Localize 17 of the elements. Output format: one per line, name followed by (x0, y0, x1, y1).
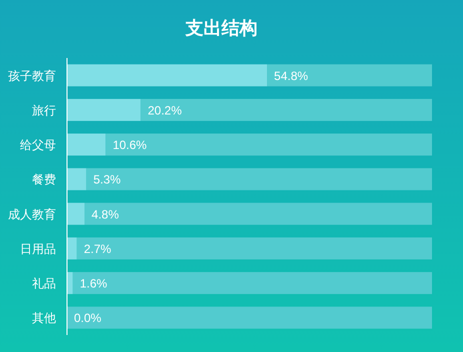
y-tick-label: 其他 (32, 311, 56, 326)
data-label: 20.2% (148, 103, 182, 118)
y-tick-label: 给父母 (20, 138, 56, 152)
data-label: 2.7% (84, 242, 112, 256)
y-tick-label: 孩子教育 (8, 68, 56, 83)
data-label: 54.8% (274, 68, 308, 83)
y-tick-label: 餐费 (32, 172, 56, 187)
data-label: 4.8% (92, 207, 120, 222)
y-tick-label: 成人教育 (8, 207, 56, 222)
y-tick-label: 旅行 (32, 103, 56, 118)
data-label: 0.0% (74, 311, 102, 326)
y-tick-label: 礼品 (32, 276, 56, 291)
y-tick-label: 日用品 (20, 242, 56, 256)
chart-title: 支出结构 (184, 18, 258, 38)
data-label: 5.3% (93, 172, 122, 187)
data-label: 1.6% (80, 276, 108, 291)
data-label: 10.6% (112, 138, 148, 152)
